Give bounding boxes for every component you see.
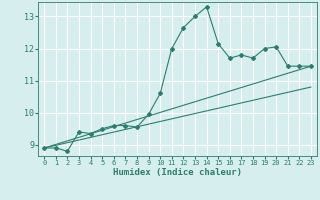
X-axis label: Humidex (Indice chaleur): Humidex (Indice chaleur) <box>113 168 242 177</box>
